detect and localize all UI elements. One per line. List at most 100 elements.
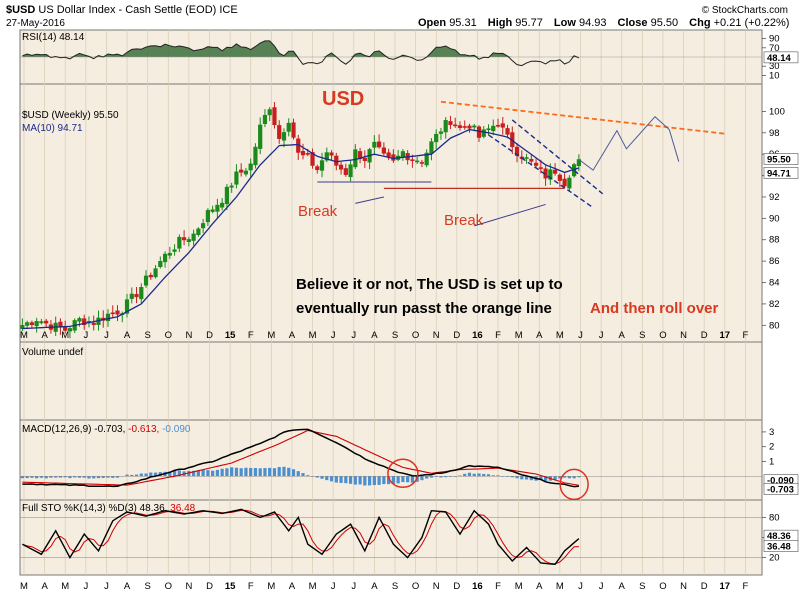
candle-body — [262, 114, 268, 125]
macd-histogram-bar — [558, 476, 562, 479]
macd-histogram-bar — [372, 476, 376, 486]
candle-body — [491, 125, 496, 132]
candle-body — [467, 125, 472, 129]
x-tick-label: M — [267, 330, 275, 341]
x-tick-label: N — [185, 330, 192, 341]
candle-body — [181, 237, 187, 241]
candle-body — [434, 133, 439, 143]
macd-histogram-bar — [220, 468, 224, 477]
ma-line — [22, 128, 580, 330]
macd-crossover-circle-1 — [387, 458, 419, 489]
macd-histogram-bar — [387, 476, 391, 485]
macd-signal-line — [22, 429, 579, 486]
sto-y-label: 20 — [769, 553, 780, 564]
macd-histogram-bar — [134, 474, 139, 477]
x-tick-label: A — [124, 581, 131, 592]
macd-histogram-bar — [258, 468, 262, 477]
price-y-label: 98 — [769, 128, 780, 139]
macd-y-label: 2 — [769, 442, 774, 453]
macd-histogram-bar — [187, 470, 191, 477]
x-tick-label: M — [267, 581, 275, 592]
macd-histogram-bar — [230, 467, 234, 477]
x-tick-label: A — [536, 581, 543, 592]
break-label-2: Break — [444, 212, 484, 229]
x-tick-label: F — [742, 330, 748, 341]
macd-histogram-bar — [125, 474, 129, 477]
candle-body — [443, 120, 448, 133]
x-tick-label: O — [165, 330, 172, 341]
x-tick-label: N — [185, 581, 192, 592]
macd-histogram-bar — [520, 476, 524, 480]
sto-y-label: 80 — [769, 512, 780, 523]
macd-histogram-bar — [367, 476, 372, 486]
macd-histogram-bar — [253, 468, 258, 477]
x-tick-label: M — [309, 330, 317, 341]
x-tick-label: A — [124, 330, 131, 341]
candle-body — [67, 328, 73, 332]
macd-histogram-bar — [225, 468, 229, 477]
price-y-label: 92 — [769, 192, 780, 203]
x-tick-label: D — [453, 330, 460, 341]
macd-histogram-bar — [25, 476, 29, 479]
macd-histogram-bar — [391, 476, 395, 484]
candle-body — [415, 160, 420, 163]
macd-histogram-bar — [82, 476, 86, 478]
macd-y-label: 3 — [769, 427, 774, 438]
ohlc-readout: Open 95.31 High 95.77 Low 94.93 Close 95… — [418, 17, 789, 29]
x-tick-label: D — [206, 581, 213, 592]
macd-histogram-bar — [20, 476, 24, 479]
candle-body — [77, 318, 82, 322]
sto-k-last-label: 48.36 — [767, 531, 791, 542]
exchange-label: ICE — [219, 4, 237, 16]
rsi-y-label: 70 — [769, 43, 780, 54]
macd-histogram-bar — [486, 474, 491, 477]
candle-body — [343, 168, 348, 175]
candle-body — [82, 318, 87, 326]
price-y-label: 88 — [769, 235, 780, 246]
rsi-legend: RSI(14) 48.14 — [22, 32, 85, 43]
macd-histogram-bar — [572, 476, 576, 479]
macd-histogram-bar — [515, 476, 519, 479]
candle-body — [196, 228, 201, 235]
x-tick-label: A — [289, 581, 296, 592]
macd-histogram-bar — [510, 476, 514, 478]
x-tick-label: F — [248, 330, 254, 341]
macd-histogram-bar — [144, 473, 148, 477]
candle-body — [310, 152, 315, 166]
x-tick-label: A — [289, 330, 296, 341]
x-tick-label: J — [599, 330, 604, 341]
macd-histogram-bar — [315, 476, 319, 478]
price-y-label: 82 — [769, 299, 780, 310]
candle-body — [224, 186, 230, 205]
candle-body — [438, 131, 444, 134]
candle-body — [158, 261, 163, 268]
candle-body — [115, 310, 120, 315]
candle-body — [286, 122, 291, 132]
x-tick-label: A — [536, 330, 543, 341]
x-tick-label: M — [20, 330, 28, 341]
note-line-2: eventually run passt the orange line — [296, 300, 552, 317]
x-tick-label: 17 — [719, 330, 730, 341]
macd-histogram-bar — [348, 476, 353, 484]
instrument-name: US Dollar Index - Cash Settle (EOD) — [38, 4, 216, 16]
x-tick-label: A — [41, 330, 48, 341]
projection-path — [578, 115, 680, 171]
macd-histogram-bar — [524, 476, 529, 480]
rsi-last-label: 48.14 — [767, 53, 791, 64]
candle-body — [172, 249, 177, 252]
macd-histogram-bar — [363, 476, 367, 486]
x-tick-label: J — [104, 330, 109, 341]
x-tick-label: A — [371, 330, 378, 341]
candle-body — [205, 210, 210, 223]
x-tick-label: D — [206, 330, 213, 341]
x-tick-label: S — [392, 581, 398, 592]
rsi-last-label-box — [763, 51, 799, 64]
macd-histogram-bar — [353, 476, 357, 485]
macd-histogram-bar — [244, 467, 248, 477]
rsi-line — [22, 40, 580, 67]
macd-histogram-bar — [543, 476, 548, 482]
candle-body — [353, 149, 358, 168]
macd-histogram-bar — [396, 476, 400, 484]
ma-legend: MA(10) 94.71 — [22, 123, 83, 134]
x-tick-label: M — [20, 581, 28, 592]
